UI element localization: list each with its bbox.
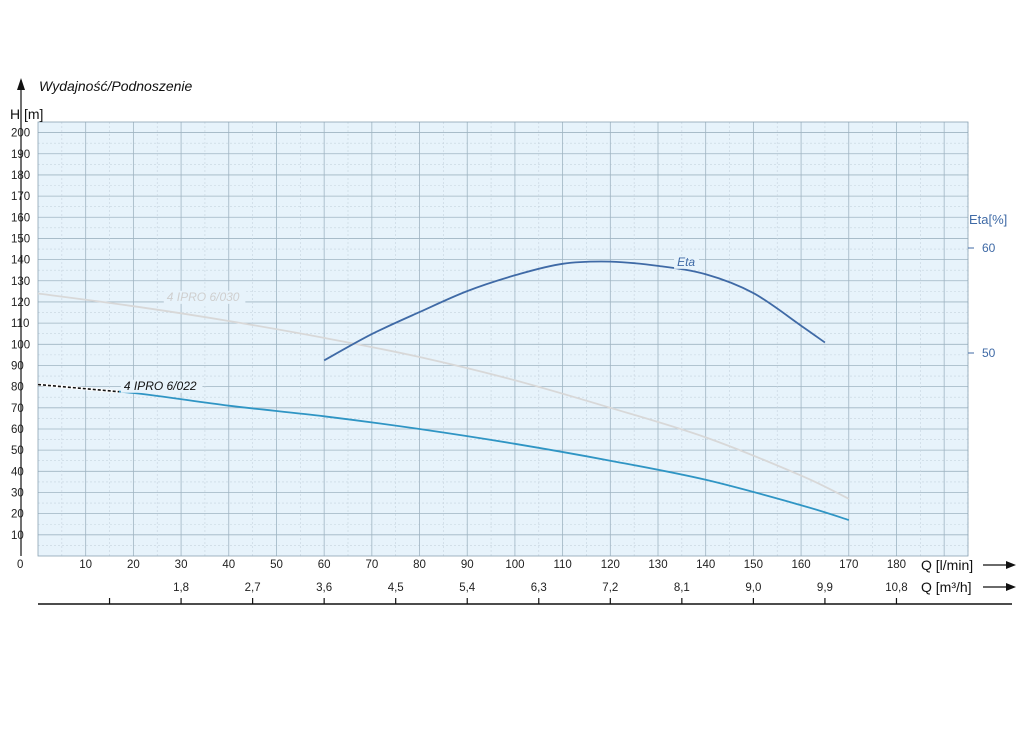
y-tick-label: 10 (11, 530, 24, 542)
y-tick-label: 80 (11, 382, 24, 394)
x2-axis-label: Q [m³/h] (921, 579, 972, 595)
y-tick-label: 20 (11, 509, 24, 521)
curve-label-eta: Eta (677, 255, 695, 269)
y-tick-label: 190 (11, 149, 30, 161)
y-tick-label: 90 (11, 360, 24, 372)
y-tick-label: 150 (11, 233, 30, 245)
x-tick-label: 70 (365, 559, 378, 571)
grid (37, 121, 969, 557)
y-axis-arrow (17, 78, 25, 90)
x-tick-label: 120 (601, 559, 620, 571)
x-tick-label: 100 (505, 559, 524, 571)
y-tick-label: 100 (11, 339, 30, 351)
x-tick-label: 20 (127, 559, 140, 571)
x2-tick-label: 9,9 (817, 582, 833, 594)
y-tick-label-zero: 0 (17, 559, 23, 571)
y-tick-label: 110 (11, 318, 29, 330)
y-tick-label: 200 (11, 128, 30, 140)
curve-label-bg (674, 255, 699, 269)
x-axis-flow-m3h: 1,8 2,7 3,6 4,5 5,4 6,3 7,2 8,1 9,0 9,9 10,8 (38, 582, 1016, 605)
x-tick-label: 130 (648, 559, 667, 571)
y-tick-label: 60 (11, 424, 24, 436)
x-tick-label: 160 (791, 559, 810, 571)
x-tick-label: 50 (270, 559, 283, 571)
y-axis: 10 20 30 40 50 60 70 80 90 100 110 120 130 140 150 160 1… (11, 78, 30, 571)
y-tick-label: 170 (11, 191, 30, 203)
y-tick-label: 40 (11, 466, 24, 478)
x-tick-label: 40 (222, 559, 235, 571)
x-axis-label: Q [l/min] (921, 557, 973, 573)
y-tick-label: 50 (11, 445, 24, 457)
x2-axis-arrow (1006, 583, 1016, 591)
x2-tick-label: 7,2 (602, 582, 618, 594)
curve-4-ipro-6-022 (37, 383, 850, 521)
curves: 4 IPRO 6/030 4 IPRO 6/022 Eta (37, 255, 850, 521)
chart-title: Wydajność/Podnoszenie (39, 78, 193, 94)
x-tick-label: 110 (553, 559, 571, 571)
x-axis-arrow (1006, 561, 1016, 569)
y-tick-label: 160 (11, 212, 30, 224)
eta-axis: 50 60 (968, 241, 996, 360)
curve-dashed-segment-4-ipro-6-022 (37, 383, 120, 393)
x-tick-label: 140 (696, 559, 715, 571)
eta-tick-label: 60 (982, 241, 996, 255)
curve-4-ipro-6-030 (37, 292, 850, 500)
x-tick-label: 30 (175, 559, 188, 571)
x-tick-label: 60 (318, 559, 331, 571)
x2-tick-label: 10,8 (885, 582, 907, 594)
x2-tick-label: 8,1 (674, 582, 690, 594)
x-tick-label: 90 (461, 559, 474, 571)
curve-label-bg (120, 379, 203, 393)
x2-tick-label: 2,7 (245, 582, 261, 594)
x2-tick-label: 6,3 (531, 582, 547, 594)
x2-tick-label: 4,5 (388, 582, 404, 594)
x2-tick-label: 3,6 (316, 582, 332, 594)
y-tick-label: 30 (11, 487, 24, 499)
y-axis-label: H [m] (10, 106, 43, 122)
curve-label-4-ipro-6-030: 4 IPRO 6/030 (167, 290, 240, 304)
x-tick-label: 180 (887, 559, 906, 571)
curve-eta (323, 260, 826, 362)
plot-border (37, 121, 969, 557)
x-tick-label: 150 (744, 559, 763, 571)
x-tick-label: 170 (839, 559, 858, 571)
y-tick-label: 120 (11, 297, 30, 309)
curve-label-bg (163, 290, 246, 304)
x2-tick-label: 1,8 (173, 582, 189, 594)
y-tick-label: 130 (11, 276, 30, 288)
y-tick-label: 140 (11, 255, 30, 267)
curve-label-4-ipro-6-022: 4 IPRO 6/022 (124, 379, 197, 393)
x-tick-label: 80 (413, 559, 426, 571)
eta-axis-label: Eta[%] (969, 212, 1007, 227)
y-tick-label: 180 (11, 170, 30, 182)
x2-tick-label: 9,0 (745, 582, 761, 594)
x2-tick-label: 5,4 (459, 582, 476, 594)
x-tick-label: 10 (79, 559, 92, 571)
x-axis-flow-lmin: 10 20 30 40 50 60 70 80 90 100 110 120 130 140 150 160 1… (79, 559, 1016, 571)
eta-tick-label: 50 (982, 346, 996, 360)
y-tick-label: 70 (11, 403, 24, 415)
plot-area (38, 122, 968, 556)
